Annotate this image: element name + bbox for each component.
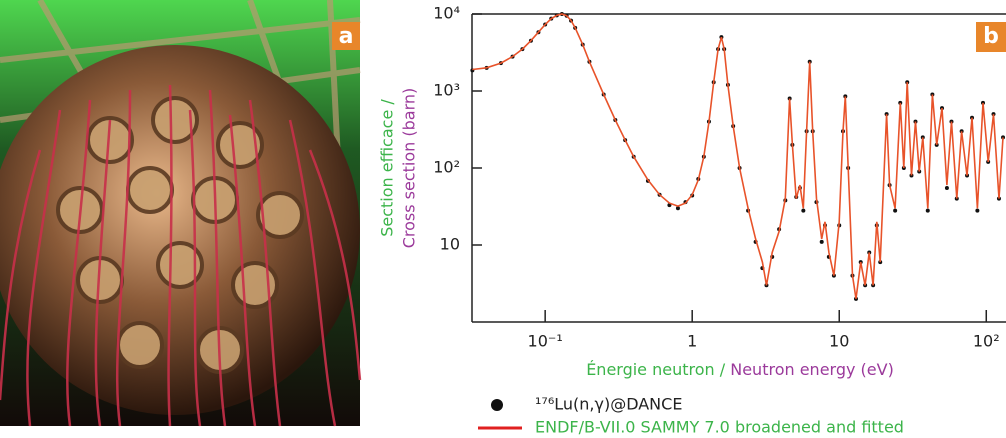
y-axis-label: Section efficace / [378, 99, 397, 237]
legend-label: ENDF/B-VII.0 SAMMY 7.0 broadened and fit… [535, 418, 904, 437]
x-tick-label: 10 [829, 332, 849, 351]
legend-label: ¹⁷⁶Lu(n,γ)@DANCE [535, 395, 682, 414]
data-point [675, 206, 680, 211]
y-tick-label: 10 [440, 235, 460, 254]
x-tick-label: 10² [973, 332, 1000, 351]
y-tick-label: 10⁴ [433, 4, 460, 23]
y-tick-label: 10³ [433, 81, 460, 100]
x-axis-label-fr: Énergie neutron / [586, 360, 726, 379]
data-point [944, 185, 949, 190]
data-point [1001, 135, 1006, 140]
x-axis-label-en: Neutron energy (eV) [730, 360, 894, 379]
x-tick-label: 10⁻¹ [528, 332, 563, 351]
chart: b Section efficace / Cross section (barn… [378, 4, 1006, 437]
x-axis-label: Énergie neutron / Neutron energy (eV) [586, 360, 894, 379]
panel-label: a [339, 24, 354, 49]
x-tick-label: 1 [687, 332, 697, 351]
data-point [925, 208, 930, 213]
data-point [801, 208, 806, 213]
y-axis-label: Cross section (barn) [400, 88, 419, 249]
panel-label: b [983, 24, 999, 49]
fit-line [472, 13, 1004, 299]
data-point [975, 208, 980, 213]
data-point [893, 208, 898, 213]
legend-marker [491, 399, 503, 411]
data-point [819, 239, 824, 244]
photo: a [0, 0, 362, 427]
y-tick-label: 10² [433, 158, 460, 177]
panel-label-box [976, 22, 1006, 52]
